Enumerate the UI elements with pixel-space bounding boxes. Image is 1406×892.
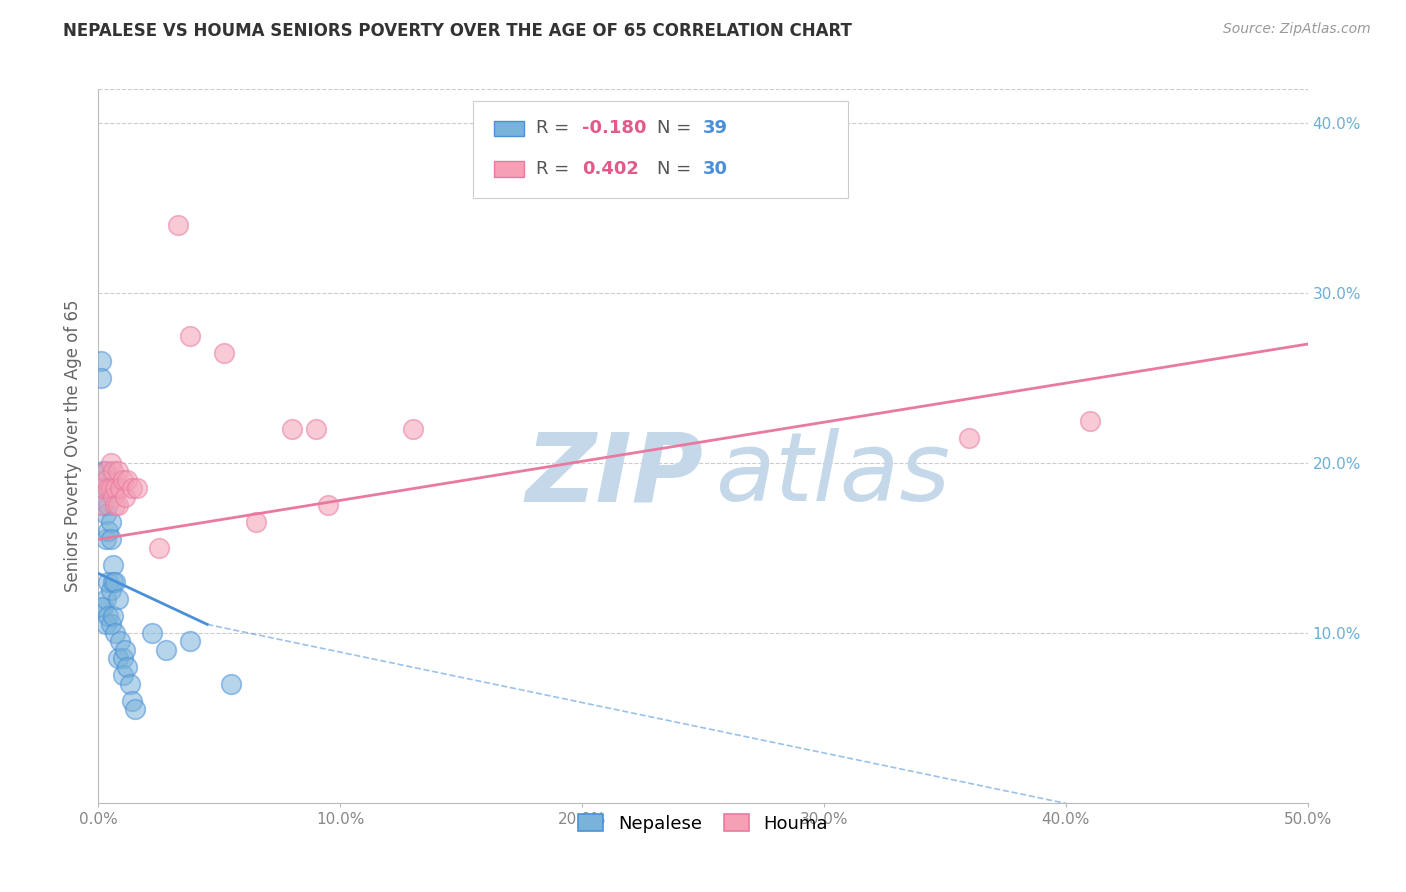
Point (117, 473, 139, 487)
Point (141, 626, 163, 640)
Point (94, 473, 117, 487)
Point (114, 643, 136, 657)
Point (90, 354, 112, 368)
Point (167, 218, 190, 232)
Point (90, 371, 112, 385)
Point (94, 533, 117, 547)
Text: 30: 30 (703, 161, 728, 178)
Point (97, 499, 120, 513)
FancyBboxPatch shape (494, 161, 524, 177)
Point (94, 507, 117, 521)
Point (101, 558, 124, 572)
Point (91, 499, 114, 513)
Text: -0.180: -0.180 (582, 120, 647, 137)
Point (100, 482, 122, 496)
Point (94, 465, 117, 479)
Point (107, 499, 129, 513)
Point (90, 600, 112, 615)
Text: N =: N = (657, 161, 697, 178)
Point (101, 465, 124, 479)
Point (127, 482, 149, 496)
Point (100, 583, 122, 598)
Point (107, 591, 129, 606)
Point (179, 328, 201, 343)
Point (94, 465, 117, 479)
Point (100, 456, 122, 470)
Point (104, 482, 127, 496)
Point (118, 677, 141, 691)
Point (90, 499, 112, 513)
Point (101, 608, 124, 623)
Text: R =: R = (536, 120, 575, 137)
Text: 39: 39 (703, 120, 728, 137)
Point (957, 430, 980, 444)
Point (117, 660, 139, 674)
Point (108, 634, 131, 648)
Point (316, 499, 339, 513)
FancyBboxPatch shape (474, 102, 848, 198)
Point (100, 617, 122, 632)
Point (104, 499, 127, 513)
Point (100, 533, 122, 547)
Legend: Nepalese, Houma: Nepalese, Houma (571, 807, 835, 840)
Point (121, 482, 143, 496)
Point (114, 490, 136, 504)
Point (121, 694, 143, 708)
Point (104, 626, 127, 640)
Point (104, 574, 127, 589)
Point (148, 541, 170, 555)
Point (124, 702, 146, 716)
Point (101, 490, 124, 504)
Point (101, 574, 124, 589)
Text: Source: ZipAtlas.com: Source: ZipAtlas.com (1223, 22, 1371, 37)
Text: R =: R = (536, 161, 575, 178)
Point (305, 422, 328, 436)
Point (97, 608, 120, 623)
Point (107, 465, 129, 479)
Point (100, 516, 122, 530)
Text: N =: N = (657, 120, 697, 137)
Point (91, 482, 114, 496)
Point (402, 422, 425, 436)
Point (281, 422, 304, 436)
Point (108, 482, 131, 496)
Point (111, 651, 134, 665)
Point (221, 677, 243, 691)
Point (1078, 413, 1101, 427)
Point (91, 465, 114, 479)
Text: 0.402: 0.402 (582, 161, 638, 178)
Point (97, 574, 120, 589)
Point (107, 651, 129, 665)
Point (111, 473, 134, 487)
Point (245, 516, 267, 530)
Text: ZIP: ZIP (524, 428, 703, 521)
Point (91, 600, 114, 615)
Text: atlas: atlas (716, 428, 950, 521)
Point (155, 643, 177, 657)
Point (111, 668, 134, 682)
Point (97, 482, 120, 496)
Point (97, 524, 120, 538)
Y-axis label: Seniors Poverty Over the Age of 65: Seniors Poverty Over the Age of 65 (65, 300, 83, 592)
Point (212, 345, 235, 359)
Point (94, 591, 117, 606)
Text: NEPALESE VS HOUMA SENIORS POVERTY OVER THE AGE OF 65 CORRELATION CHART: NEPALESE VS HOUMA SENIORS POVERTY OVER T… (63, 22, 852, 40)
Point (91, 482, 114, 496)
Point (94, 617, 117, 632)
Point (179, 634, 201, 648)
FancyBboxPatch shape (494, 120, 524, 136)
